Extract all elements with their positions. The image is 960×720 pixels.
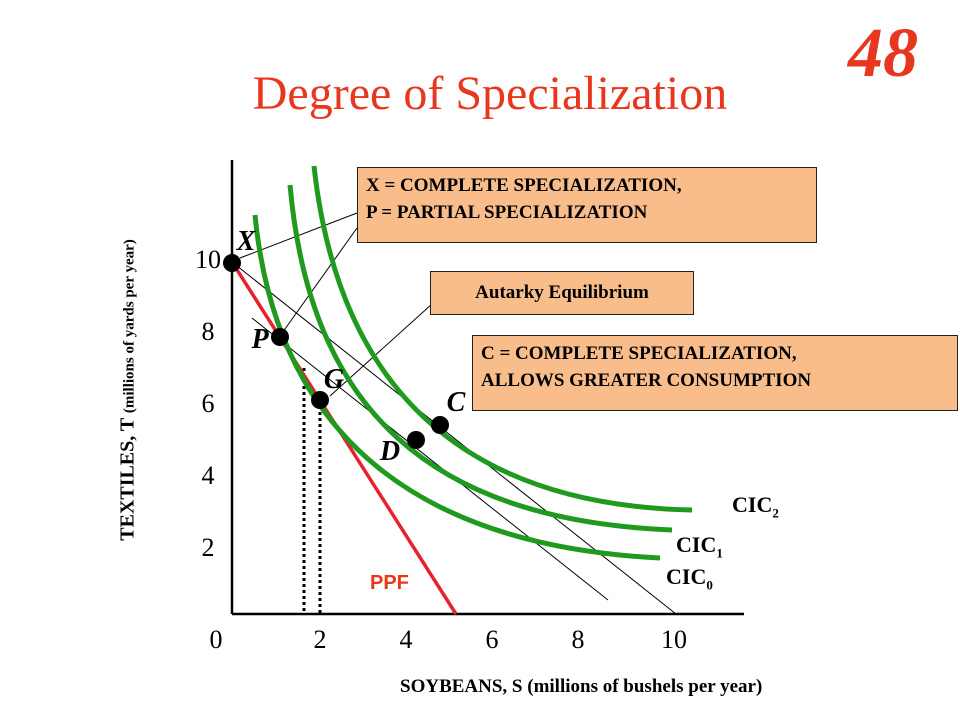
cic-1-label: CIC1 xyxy=(676,532,723,561)
x-tick-8: 8 xyxy=(571,625,585,654)
cic-0-label: CIC0 xyxy=(666,564,713,593)
cic-1-curve xyxy=(287,184,673,533)
point-d xyxy=(407,431,425,449)
x-tick-6: 6 xyxy=(485,625,499,654)
y-tick-8: 8 xyxy=(201,317,215,346)
leader-line-autarky xyxy=(329,303,433,397)
y-tick-6: 6 xyxy=(201,389,215,418)
note-c-line2: ALLOWS GREATER CONSUMPTION xyxy=(481,370,812,391)
point-p xyxy=(271,328,289,346)
note-specialization-line1: X = COMPLETE SPECIALIZATION, xyxy=(366,175,682,196)
x-tick-10: 10 xyxy=(661,625,687,654)
note-autarky: Autarky Equilibrium xyxy=(430,271,694,315)
y-tick-4: 4 xyxy=(201,461,215,490)
slide-number: 48 xyxy=(848,15,918,92)
cic-2-curve xyxy=(311,165,693,513)
y-axis-label: TEXTILES, T (millions of yards per year) xyxy=(116,239,139,541)
x-tick-0: 0 xyxy=(209,625,223,654)
note-specialization-line2: P = PARTIAL SPECIALIZATION xyxy=(366,202,648,223)
point-g xyxy=(311,391,329,409)
note-c-line1: C = COMPLETE SPECIALIZATION, xyxy=(481,343,797,364)
point-label-x: X xyxy=(236,226,256,257)
note-specialization: X = COMPLETE SPECIALIZATION, P = PARTIAL… xyxy=(357,167,817,243)
ppf-label: PPF xyxy=(370,572,409,594)
point-c xyxy=(431,416,449,434)
leader-line-p xyxy=(279,227,358,337)
y-tick-10: 10 xyxy=(195,245,221,274)
y-tick-2: 2 xyxy=(201,533,215,562)
point-label-d: D xyxy=(379,436,401,467)
note-complete-specialization: C = COMPLETE SPECIALIZATION, ALLOWS GREA… xyxy=(472,335,958,411)
cic-0-curve xyxy=(252,214,661,561)
page-title: Degree of Specialization xyxy=(252,67,728,120)
x-tick-4: 4 xyxy=(399,625,413,654)
point-label-c: C xyxy=(446,387,466,418)
point-label-p: P xyxy=(251,324,269,355)
point-x xyxy=(223,254,241,272)
x-axis-label: SOYBEANS, S (millions of bushels per yea… xyxy=(400,676,763,697)
x-tick-2: 2 xyxy=(313,625,327,654)
point-label-g: G xyxy=(323,364,345,395)
cic-2-label: CIC2 xyxy=(732,492,779,521)
trade-line-p xyxy=(251,317,609,601)
